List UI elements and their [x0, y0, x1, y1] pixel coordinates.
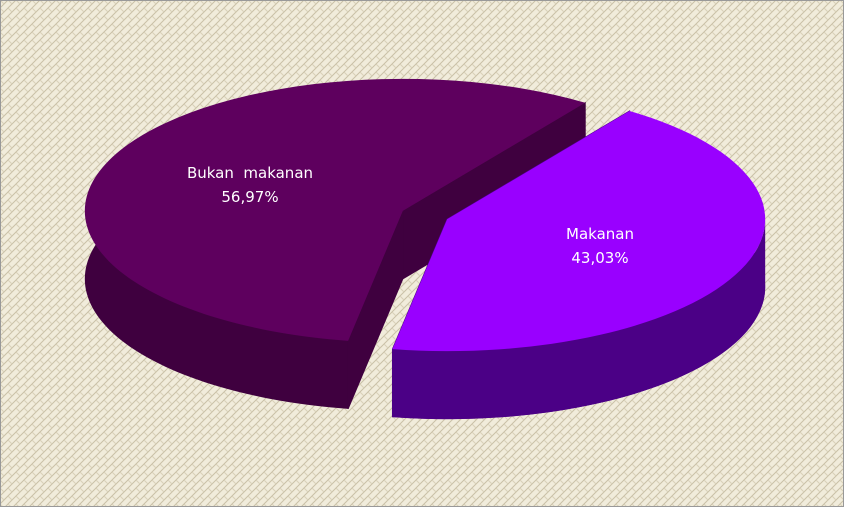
- slice-top: [392, 110, 766, 352]
- slice-top: [84, 78, 586, 341]
- slice-label: Makanan: [566, 225, 634, 243]
- pie-slice: [391, 110, 766, 420]
- slice-label: Bukan makanan: [187, 164, 313, 182]
- slice-value-label: 56,97%: [221, 188, 278, 206]
- slice-value-label: 43,03%: [571, 249, 628, 267]
- pie: [84, 78, 766, 420]
- slice-rim: [392, 219, 766, 420]
